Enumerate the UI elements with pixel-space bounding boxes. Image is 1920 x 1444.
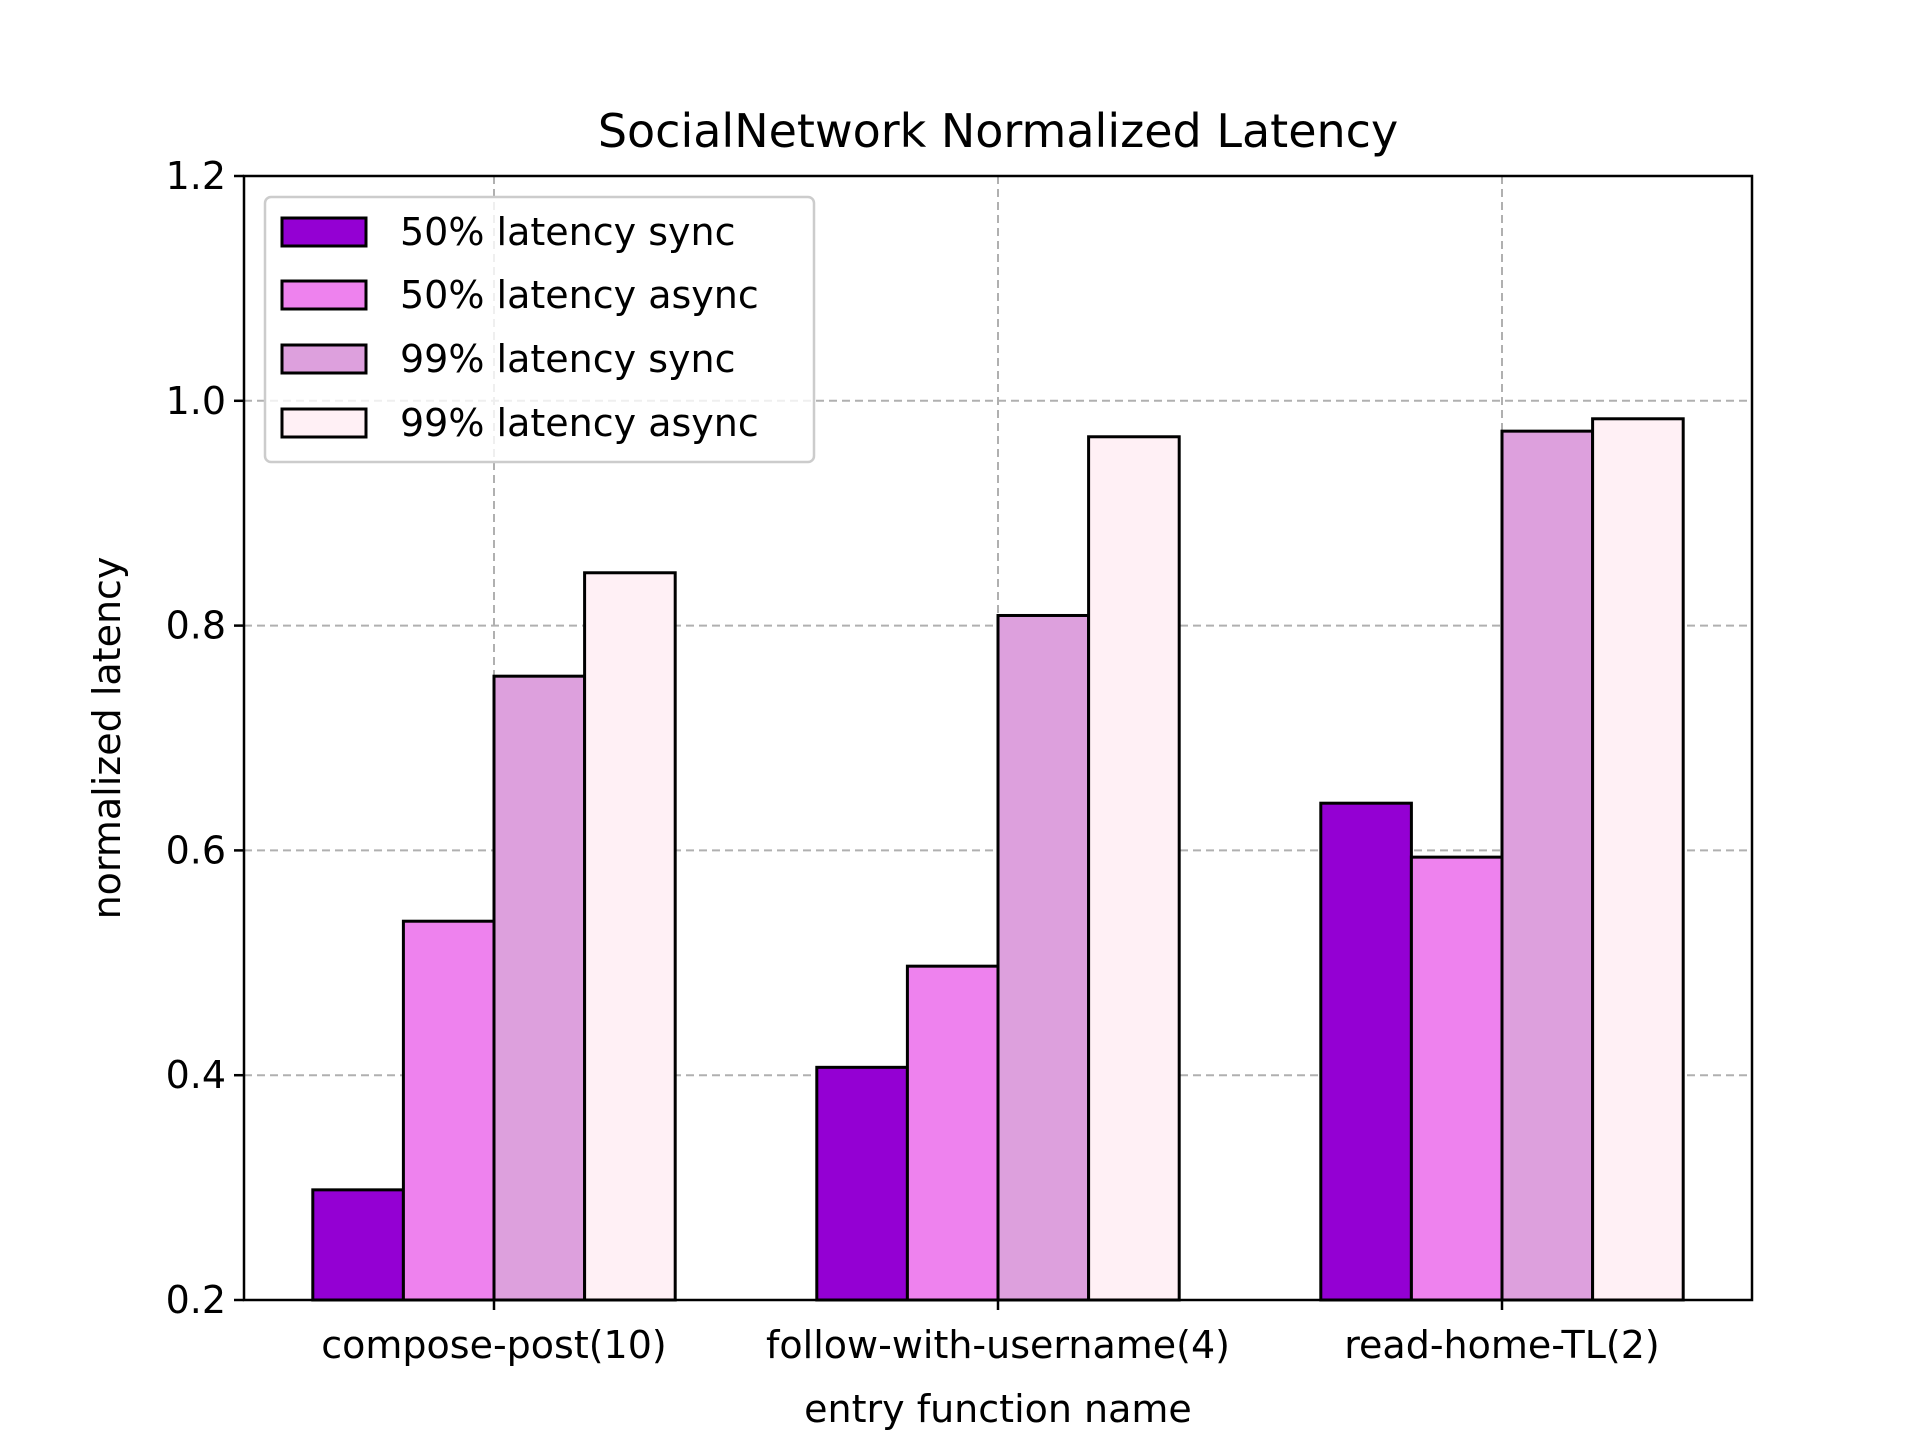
bar [1591, 417, 1685, 1302]
legend: 50% latency sync 50% latency async 99% l… [263, 195, 816, 464]
legend-swatch [280, 407, 368, 439]
y-tick-label: 0.2 [166, 1278, 226, 1322]
legend-item: 99% latency async [280, 401, 759, 445]
bar [1319, 801, 1413, 1302]
bar [492, 674, 587, 1302]
bar [1087, 435, 1181, 1302]
legend-label: 50% latency async [400, 273, 759, 317]
y-tick-label: 1.2 [166, 154, 226, 198]
y-tick-label: 0.4 [166, 1053, 226, 1097]
y-tick-label: 0.8 [166, 604, 226, 648]
bars [311, 417, 1685, 1302]
legend-label: 99% latency sync [400, 337, 735, 381]
x-tick-label: compose-post(10) [321, 1323, 667, 1367]
y-axis-label: normalized latency [85, 557, 129, 920]
legend-label: 50% latency sync [400, 210, 735, 254]
bar [1500, 429, 1595, 1302]
legend-swatch [280, 343, 368, 375]
y-tick-label: 0.6 [166, 828, 226, 872]
bar [996, 613, 1091, 1302]
x-tick-label: follow-with-username(4) [766, 1323, 1230, 1367]
bar [311, 1188, 405, 1302]
bar [583, 571, 677, 1302]
legend-label: 99% latency async [400, 401, 759, 445]
x-axis-label: entry function name [804, 1387, 1192, 1431]
bar [815, 1065, 909, 1302]
x-tick-label: read-home-TL(2) [1344, 1323, 1659, 1367]
bar [905, 964, 1000, 1302]
bar [1409, 855, 1504, 1302]
chart-title: SocialNetwork Normalized Latency [598, 104, 1398, 158]
y-tick-label: 1.0 [166, 379, 226, 423]
legend-frame [263, 195, 816, 464]
legend-swatch [280, 216, 368, 248]
ticks: 0.2 0.4 0.6 0.8 1.0 1.2 compose-post(10) follow… [166, 154, 1660, 1367]
legend-item: 50% latency sync [280, 210, 735, 254]
bar [401, 919, 496, 1302]
legend-swatch [280, 279, 368, 311]
legend-item: 99% latency sync [280, 337, 735, 381]
legend-item: 50% latency async [280, 273, 759, 317]
